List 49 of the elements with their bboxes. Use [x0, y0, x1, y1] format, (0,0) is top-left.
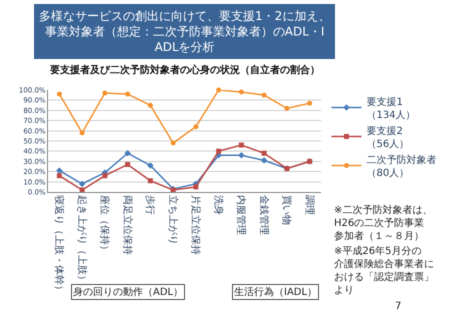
point [193, 124, 198, 130]
x-tick-label: 洗身 [212, 195, 224, 215]
x-tick-label: 立ち上がり [166, 195, 179, 245]
point [238, 90, 244, 95]
point [80, 130, 85, 136]
text: 身の回りの動作（ADL） [73, 286, 184, 298]
point [125, 92, 130, 97]
point [307, 100, 312, 106]
point [170, 140, 176, 146]
x-tick-label: 金銭管理 [258, 195, 270, 235]
x-tick-label: 起き上がり（上肢） [76, 195, 88, 285]
x-tick-label: 片足立位保持 [190, 195, 202, 255]
text: 生活行為（IADL） [234, 286, 318, 298]
point [260, 157, 268, 164]
x-tick-label: 両足立位保持 [121, 195, 134, 255]
point [102, 173, 108, 178]
point [262, 150, 267, 156]
point [193, 184, 198, 190]
point [284, 106, 290, 111]
legend-label: 要支援2（56人） [366, 124, 410, 150]
point [56, 167, 63, 174]
x-tick-label: 寝返り（上肢・体幹） [53, 195, 66, 295]
point [148, 102, 153, 108]
point [78, 180, 86, 188]
legend-label: 二次予防対象者（80人） [366, 154, 436, 179]
point [80, 187, 85, 192]
legend-label: 要支援1（134人） [366, 96, 416, 121]
x-tick-label: 座位（保持） [98, 195, 111, 255]
text: ※平成26年5月分の介護保険総合事業者における「認定調査票」より [334, 245, 434, 296]
point [125, 162, 130, 167]
point [56, 92, 62, 97]
x-tick-label: 内服管理 [235, 195, 248, 235]
point [216, 88, 222, 92]
x-tick-label: 歩行 [144, 195, 156, 215]
text: 7 [395, 301, 402, 312]
point [216, 148, 222, 154]
x-tick-label: 買い物 [280, 195, 292, 225]
point [148, 178, 153, 184]
x-tick-label: 調理 [303, 195, 316, 215]
chart-title: 多様なサービスの創出に向けて、要支援1・2に加え、事業対象者（想定：二次予防事業対象者）のADL・IADLを分析 [39, 9, 330, 54]
point [262, 92, 267, 98]
point [238, 142, 244, 148]
point [238, 152, 245, 159]
point [124, 150, 131, 156]
chart-subtitle: 要支援者及び二次予防対象者の心身の状況（自立者の割合） [49, 64, 320, 76]
point [147, 162, 154, 169]
point [102, 90, 108, 96]
text: ※二次予防対象者は、H26の二次予防事業参加者（１～８月） [334, 204, 432, 242]
point [56, 173, 62, 178]
